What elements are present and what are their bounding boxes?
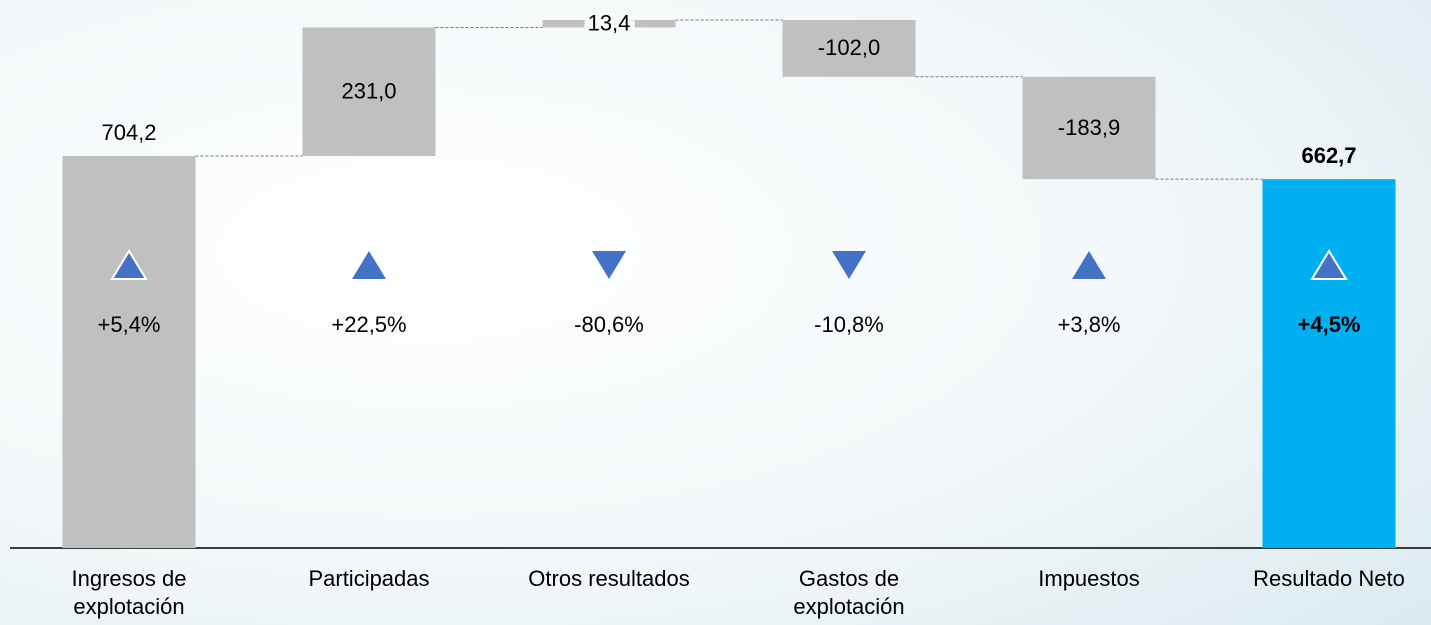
change-arrow (592, 251, 626, 279)
change-label: +3,8% (1058, 312, 1121, 337)
change-label: -80,6% (574, 312, 644, 337)
value-label: -183,9 (1058, 115, 1120, 140)
change-label: +22,5% (331, 312, 406, 337)
bar (1022, 76, 1156, 180)
bar (302, 27, 436, 157)
value-label: 13,4 (588, 11, 631, 36)
value-label: -102,0 (818, 35, 880, 60)
change-label: +5,4% (98, 312, 161, 337)
value-label: 704,2 (101, 120, 156, 145)
x-tick-label: Gastos de explotación (793, 566, 904, 619)
x-tick-label: Otros resultados (528, 566, 689, 591)
x-tick-label-line: Ingresos de (72, 566, 187, 591)
bar (542, 20, 676, 28)
x-tick-label: Participadas (308, 566, 429, 591)
x-tick-label-line: Gastos de (799, 566, 899, 591)
change-arrow (110, 249, 148, 280)
change-arrow (1072, 251, 1106, 279)
change-arrow (352, 251, 386, 279)
x-tick-label-line: explotación (73, 594, 184, 619)
x-tick-label: Ingresos de explotación (72, 566, 187, 619)
change-arrow (832, 251, 866, 279)
change-label: -10,8% (814, 312, 884, 337)
x-tick-label: Resultado Neto (1253, 566, 1405, 591)
bar (1262, 179, 1396, 549)
value-label: 231,0 (341, 79, 396, 104)
change-arrow (1310, 249, 1348, 280)
bar (782, 20, 916, 77)
bar (62, 156, 196, 549)
value-label: 662,7 (1301, 143, 1356, 168)
x-tick-label: Impuestos (1038, 566, 1140, 591)
change-label: +4,5% (1298, 312, 1361, 337)
x-tick-label-line: explotación (793, 594, 904, 619)
